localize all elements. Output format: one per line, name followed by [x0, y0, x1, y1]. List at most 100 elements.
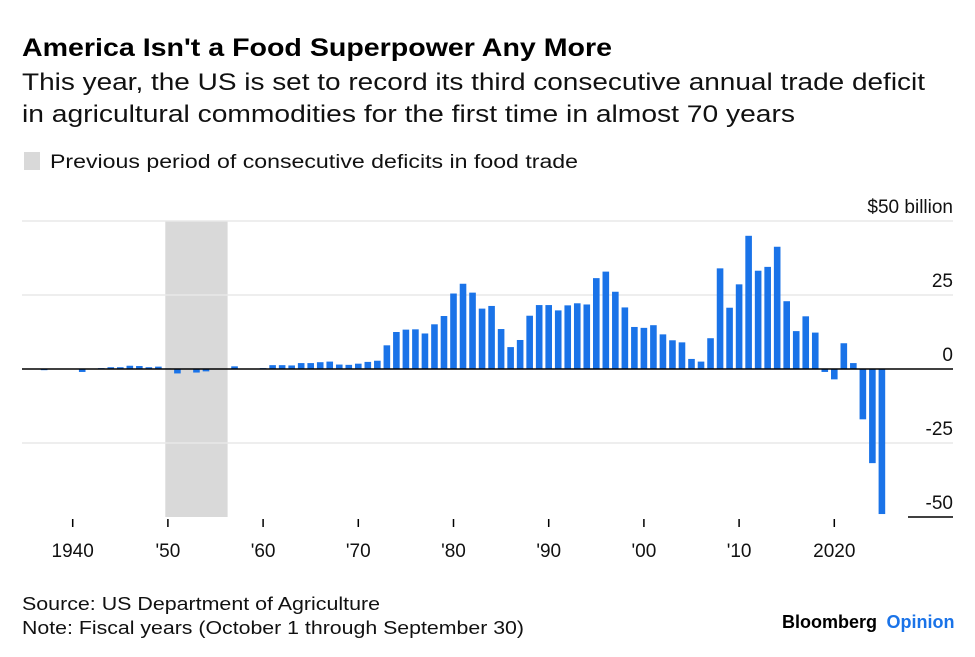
bar-1997 — [612, 291, 619, 369]
bar-1966 — [316, 362, 324, 369]
bar-2023 — [859, 369, 867, 420]
bar-2014 — [773, 246, 781, 369]
bar-2016 — [792, 331, 800, 369]
bar-2012 — [754, 270, 762, 369]
bar-1977 — [421, 333, 429, 369]
bar-1994 — [583, 304, 591, 369]
y-tick-label: 0 — [942, 345, 953, 366]
bar-2025 — [878, 369, 886, 515]
bar-1991 — [554, 310, 562, 369]
bar-1947 — [136, 366, 143, 369]
bar-1946 — [126, 365, 134, 369]
bar-2007 — [707, 338, 714, 369]
bar-2005 — [688, 358, 695, 369]
bar-2010 — [735, 284, 743, 369]
chart-subtitle-line1: This year, the US is set to record its t… — [22, 69, 925, 96]
chart-subtitle-line2: in agricultural commodities for the firs… — [22, 101, 795, 128]
bar-2004 — [678, 342, 686, 369]
bar-1978 — [431, 324, 438, 369]
bar-2006 — [697, 361, 705, 369]
bar-1951 — [174, 369, 181, 374]
bar-1971 — [364, 361, 372, 369]
bar-1981 — [459, 283, 467, 369]
bar-1962 — [278, 365, 286, 369]
bar-1968 — [335, 364, 343, 369]
bar-1941 — [78, 369, 86, 372]
x-tick-label: 1940 — [52, 541, 94, 562]
bar-2013 — [764, 266, 771, 369]
bar-1965 — [307, 363, 314, 369]
bar-1984 — [488, 305, 495, 369]
bar-1944 — [107, 367, 115, 369]
bar-1987 — [516, 339, 524, 369]
bar-2011 — [745, 235, 752, 369]
x-tick-label: '80 — [441, 541, 466, 562]
source-note: Source: US Department of Agriculture — [22, 594, 380, 614]
bar-2024 — [869, 369, 876, 464]
bar-1996 — [602, 271, 610, 369]
bar-1953 — [193, 369, 200, 373]
bar-1990 — [545, 305, 552, 369]
grid-layer — [22, 220, 953, 444]
bar-2015 — [783, 301, 790, 369]
legend-swatch — [24, 152, 40, 170]
bar-1974 — [393, 332, 400, 369]
bar-2001 — [650, 325, 657, 369]
bar-1969 — [345, 364, 353, 369]
y-tick-label: -50 — [926, 493, 953, 514]
bar-layer — [21, 235, 886, 515]
bar-1961 — [269, 365, 276, 369]
bar-1985 — [497, 329, 505, 369]
logo-opinion: Opinion — [886, 612, 954, 632]
bar-1998 — [621, 307, 629, 369]
bar-2003 — [669, 340, 676, 369]
x-tick-label: '70 — [346, 541, 371, 562]
bar-1972 — [374, 360, 381, 369]
bar-1948 — [145, 367, 153, 369]
bar-2008 — [716, 268, 724, 369]
bar-1986 — [507, 347, 514, 369]
bar-1963 — [288, 365, 295, 369]
bar-1949 — [155, 366, 162, 369]
bar-1980 — [450, 293, 457, 369]
axis-layer: $50 billion 25 0 -25 -50 1940 '50 '60 '70 '80 '90 '… — [22, 197, 953, 562]
bar-1954 — [202, 369, 210, 372]
bar-2000 — [640, 327, 648, 369]
chart-title: America Isn't a Food Superpower Any More — [22, 34, 612, 62]
bar-1983 — [478, 308, 486, 369]
bloomberg-opinion-logo: Bloomberg Opinion — [782, 612, 954, 632]
bar-1945 — [117, 367, 124, 369]
x-tick-label: '90 — [536, 541, 561, 562]
bar-2019 — [821, 369, 829, 372]
bar-2017 — [802, 316, 810, 369]
bar-1988 — [526, 315, 533, 369]
bar-2022 — [850, 363, 857, 369]
bar-1970 — [355, 363, 362, 369]
x-tick-label: '00 — [632, 541, 657, 562]
bar-1979 — [440, 316, 448, 369]
bar-2009 — [726, 307, 733, 369]
bar-2020 — [831, 369, 838, 380]
y-tick-label: -25 — [926, 419, 953, 440]
legend-label: Previous period of consecutive deficits … — [50, 152, 578, 173]
x-tick-label: '10 — [727, 541, 752, 562]
bar-1999 — [631, 326, 638, 369]
fiscal-year-note: Note: Fiscal years (October 1 through Se… — [22, 618, 524, 638]
bar-1995 — [593, 278, 600, 369]
bar-1982 — [469, 292, 476, 369]
bar-1975 — [402, 329, 410, 369]
bar-1964 — [297, 363, 305, 369]
x-tick-label: 2020 — [813, 541, 855, 562]
bar-1989 — [535, 305, 543, 369]
bar-1967 — [326, 361, 334, 369]
y-tick-label: 25 — [932, 271, 953, 292]
bar-1993 — [573, 303, 581, 369]
x-tick-label: '60 — [251, 541, 276, 562]
x-tick-label: '50 — [156, 541, 181, 562]
y-tick-label: $50 billion — [867, 197, 953, 218]
bar-2002 — [659, 334, 667, 369]
bar-1973 — [383, 345, 391, 369]
bar-1957 — [231, 366, 238, 369]
bar-2018 — [811, 332, 819, 369]
